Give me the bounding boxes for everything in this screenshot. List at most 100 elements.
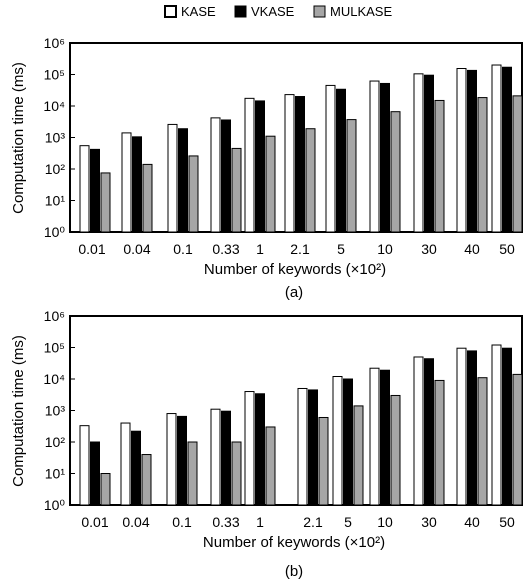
bar-kase-0.04: [121, 132, 132, 233]
y-tick-label: 10⁶: [44, 35, 65, 51]
x-tick-label: 0.33: [212, 241, 239, 257]
bar-kase-5: [332, 376, 343, 506]
legend-label-mulkase: MULKASE: [330, 4, 392, 19]
bar-mulkase-50: [512, 95, 523, 233]
bar-vkase-40: [467, 69, 477, 233]
bar-mulkase-5: [353, 405, 364, 506]
bar-vkase-30: [424, 74, 434, 233]
y-tick-label: 10⁶: [44, 308, 65, 324]
bar-vkase-0.33: [221, 119, 231, 233]
chart-a-x-ticks: 0.01 0.04 0.1 0.33 1 2.1 5 10 30 40 50: [78, 241, 515, 257]
bar-vkase-0.1: [178, 128, 188, 233]
bar-kase-0.33: [210, 408, 221, 506]
chart-a-bars: [79, 64, 523, 233]
bar-mulkase-10: [390, 111, 401, 233]
bar-kase-0.33: [210, 117, 221, 233]
legend: KASE VKASE MULKASE: [164, 4, 392, 19]
y-tick-label: 10⁵: [44, 67, 65, 83]
bar-kase-0.01: [79, 145, 90, 233]
bar-mulkase-30: [434, 99, 445, 233]
bar-vkase-5: [336, 88, 346, 233]
bar-kase-0.1: [167, 123, 178, 233]
chart-b-caption: (b): [285, 563, 303, 580]
y-tick-label: 10¹: [45, 466, 66, 482]
legend-label-vkase: VKASE: [251, 4, 295, 19]
bar-vkase-0.04: [132, 136, 142, 233]
y-tick-label: 10⁴: [43, 98, 65, 114]
chart-b-x-axis-label: Number of keywords (×10²): [203, 534, 385, 551]
bar-kase-10: [369, 367, 380, 506]
bar-mulkase-2.1: [305, 128, 316, 233]
y-tick-label: 10³: [45, 130, 66, 146]
x-tick-label: 40: [464, 241, 480, 257]
bar-kase-50: [491, 344, 502, 506]
x-tick-label: 0.04: [122, 514, 149, 530]
bar-kase-2.1: [284, 94, 295, 233]
bar-vkase-0.33: [221, 410, 231, 506]
bar-mulkase-40: [477, 97, 488, 233]
chart-a: 10⁰ 10¹ 10² 10³ 10⁴ 10⁵ 10⁶ 0.01 0.04 0.1 0.33 1 2.…: [10, 35, 523, 301]
bar-kase-30: [413, 356, 424, 506]
x-tick-label: 5: [337, 241, 345, 257]
bar-vkase-5: [343, 378, 353, 506]
chart-b: 10⁰ 10¹ 10² 10³ 10⁴ 10⁵ 10⁶ 0.01 0.04 0.1 0.33 1 2.…: [10, 308, 523, 580]
chart-b-x-ticks: 0.01 0.04 0.1 0.33 1 2.1 5 10 30 40 50: [81, 514, 515, 530]
bar-vkase-0.04: [131, 430, 141, 506]
x-tick-label: 5: [344, 514, 352, 530]
y-tick-label: 10⁴: [43, 371, 65, 387]
bar-mulkase-30: [434, 379, 445, 506]
bar-kase-10: [369, 80, 380, 233]
bar-mulkase-50: [512, 373, 523, 506]
bar-mulkase-0.1: [187, 441, 198, 506]
chart-a-y-axis-label: Computation time (ms): [10, 62, 27, 214]
bar-mulkase-2.1: [318, 416, 329, 506]
chart-a-caption: (a): [285, 284, 303, 301]
x-tick-label: 10: [377, 241, 393, 257]
bar-vkase-40: [467, 350, 477, 506]
bar-kase-50: [491, 64, 502, 233]
x-tick-label: 2.1: [290, 241, 310, 257]
bar-kase-40: [456, 68, 467, 233]
x-tick-label: 1: [256, 241, 264, 257]
y-tick-label: 10²: [45, 161, 66, 177]
bar-vkase-1: [255, 393, 265, 506]
bar-kase-0.01: [79, 425, 90, 506]
bar-mulkase-1: [265, 426, 276, 506]
y-tick-label: 10⁰: [44, 224, 66, 240]
x-tick-label: 10: [377, 514, 393, 530]
x-tick-label: 0.01: [81, 514, 108, 530]
bar-kase-30: [413, 73, 424, 233]
x-tick-label: 2.1: [303, 514, 323, 530]
chart-a-x-axis-label: Number of keywords (×10²): [204, 261, 386, 278]
x-tick-label: 0.1: [172, 514, 192, 530]
bar-vkase-30: [424, 358, 434, 506]
bar-mulkase-0.01: [100, 172, 111, 233]
bar-mulkase-1: [265, 135, 276, 233]
x-tick-label: 1: [256, 514, 264, 530]
chart-b-y-ticks: 10⁰ 10¹ 10² 10³ 10⁴ 10⁵ 10⁶: [43, 308, 75, 513]
bar-vkase-2.1: [308, 389, 318, 506]
x-tick-label: 50: [499, 241, 515, 257]
x-tick-label: 0.01: [78, 241, 105, 257]
bar-vkase-50: [502, 66, 512, 233]
x-tick-label: 0.1: [173, 241, 193, 257]
bar-kase-1: [244, 391, 255, 506]
bar-kase-5: [325, 84, 336, 233]
bar-kase-2.1: [297, 387, 308, 506]
bar-kase-1: [244, 97, 255, 233]
bar-mulkase-5: [346, 119, 357, 233]
x-tick-label: 0.33: [212, 514, 239, 530]
bar-mulkase-0.04: [141, 454, 152, 506]
bar-kase-0.1: [166, 413, 177, 506]
bar-mulkase-0.1: [188, 155, 199, 233]
bar-vkase-10: [380, 369, 390, 506]
bar-mulkase-0.33: [231, 147, 242, 233]
y-tick-label: 10³: [45, 403, 66, 419]
chart-a-y-ticks: 10⁰ 10¹ 10² 10³ 10⁴ 10⁵ 10⁶: [43, 35, 75, 240]
bar-vkase-0.1: [177, 415, 187, 506]
legend-swatch-mulkase: [313, 5, 326, 18]
y-tick-label: 10¹: [45, 193, 66, 209]
legend-swatch-vkase: [234, 5, 247, 18]
chart-b-bars: [79, 344, 523, 506]
